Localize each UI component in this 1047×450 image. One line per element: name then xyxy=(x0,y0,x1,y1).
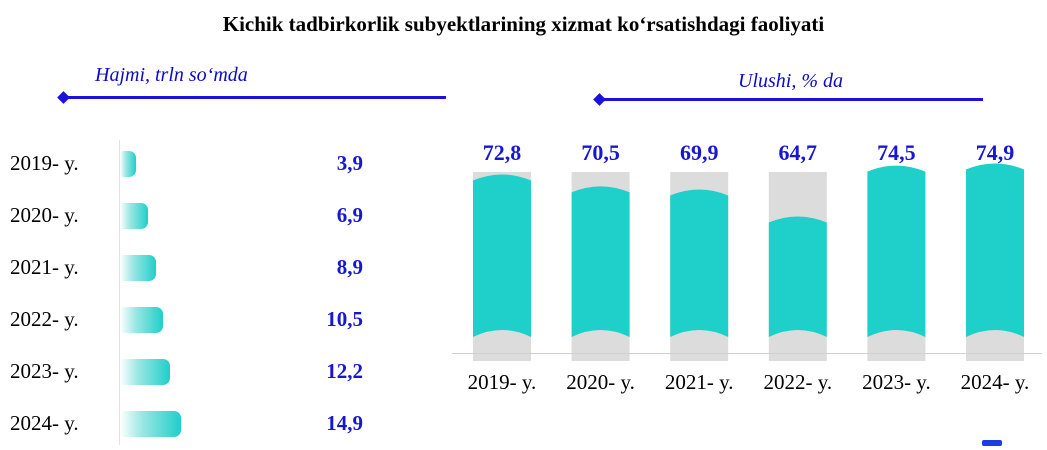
hbar-value-label: 14,9 xyxy=(326,411,363,435)
vbar-category-label: 2022- y. xyxy=(763,370,833,394)
vbar-value-label: 74,5 xyxy=(877,140,916,165)
vbar xyxy=(966,163,1024,337)
hbar xyxy=(120,307,163,333)
hbar-value-label: 8,9 xyxy=(336,255,363,279)
right-arrow-line xyxy=(600,98,983,101)
right-chart-axis xyxy=(452,353,1042,354)
corner-mark xyxy=(982,440,1002,446)
right-chart-label: Ulushi, % da xyxy=(738,70,843,92)
hbar-value-label: 6,9 xyxy=(336,203,363,227)
vbar xyxy=(670,189,729,337)
vbar-value-label: 70,5 xyxy=(581,140,620,165)
hbar xyxy=(120,203,148,229)
hbar xyxy=(120,359,170,385)
chart-title: Kichik tadbirkorlik subyektlarining xizm… xyxy=(222,12,825,36)
vbar xyxy=(571,186,630,337)
hbar-value-label: 10,5 xyxy=(326,307,363,331)
hbar-value-label: 3,9 xyxy=(336,151,363,175)
left-chart-label: Hajmi, trln so‘mda xyxy=(95,64,248,86)
vbar-category-label: 2020- y. xyxy=(566,370,635,394)
hbar-category-label: 2021- y. xyxy=(10,255,79,279)
hbar-category-label: 2023- y. xyxy=(10,359,79,383)
hbar xyxy=(120,151,136,177)
hbar-category-label: 2019- y. xyxy=(10,151,79,175)
vbar xyxy=(473,174,531,337)
vbar-value-label: 69,9 xyxy=(679,140,719,165)
hbar xyxy=(120,255,156,281)
hbar xyxy=(120,411,181,437)
hbar-category-label: 2024- y. xyxy=(10,411,79,435)
vbar xyxy=(867,165,926,337)
vbar-category-label: 2023- y. xyxy=(862,370,931,394)
left-chart-axis xyxy=(119,140,120,445)
hbar-category-label: 2020- y. xyxy=(10,203,79,227)
vbar-value-label: 64,7 xyxy=(778,140,818,165)
vbar-category-label: 2021- y. xyxy=(664,370,734,394)
vbar-value-label: 74,9 xyxy=(975,140,1015,165)
vbar-category-label: 2024- y. xyxy=(960,370,1030,394)
vbar xyxy=(768,216,827,337)
vbar-value-label: 72,8 xyxy=(482,140,522,165)
hbar-value-label: 12,2 xyxy=(326,359,363,383)
hbar-category-label: 2022- y. xyxy=(10,307,79,331)
vbar-category-label: 2019- y. xyxy=(467,370,537,394)
left-arrow-line xyxy=(64,96,446,99)
